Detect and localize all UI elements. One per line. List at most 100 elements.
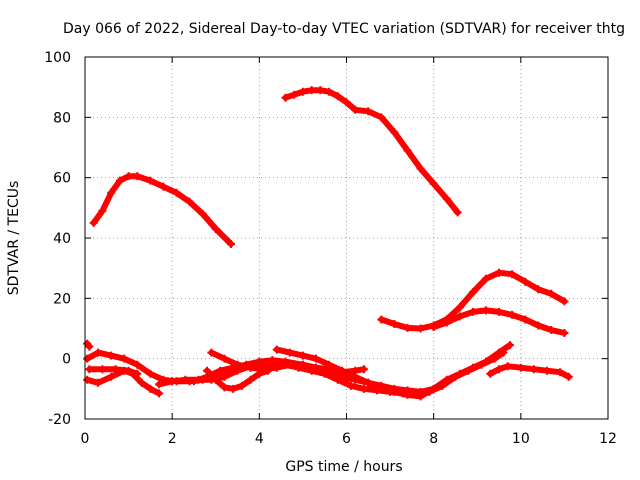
data-point-marker — [455, 312, 464, 321]
data-point-marker — [468, 307, 477, 316]
data-point-marker — [159, 182, 168, 191]
x-tick-label: 8 — [429, 431, 438, 447]
x-tick-label: 6 — [342, 431, 351, 447]
data-point-marker — [495, 307, 504, 316]
data-point-marker — [85, 342, 94, 351]
data-point-marker — [211, 224, 220, 233]
data-point-marker — [556, 368, 565, 377]
data-point-marker — [542, 366, 551, 375]
data-point-marker — [89, 218, 98, 227]
y-tick-label: -20 — [48, 412, 71, 428]
data-point-marker — [227, 240, 236, 249]
data-point-marker — [390, 319, 399, 328]
series-arc-1 — [89, 172, 236, 249]
x-axis-label: GPS time / hours — [285, 459, 402, 475]
data-point-marker — [189, 377, 198, 386]
y-tick-label: 100 — [44, 50, 71, 66]
data-point-marker — [246, 375, 255, 384]
data-point-marker — [203, 366, 212, 375]
data-point-marker — [534, 321, 543, 330]
data-point-marker — [429, 179, 438, 188]
data-point-marker — [486, 369, 495, 378]
data-point-marker — [468, 288, 477, 297]
data-point-marker — [220, 354, 229, 363]
data-point-marker — [120, 354, 129, 363]
data-point-marker — [429, 322, 438, 331]
data-point-marker — [220, 383, 229, 392]
data-point-marker — [290, 90, 299, 99]
data-point-marker — [521, 315, 530, 324]
data-point-marker — [534, 285, 543, 294]
grid-lines — [85, 57, 608, 419]
data-point-marker — [229, 384, 238, 393]
data-point-marker — [508, 270, 517, 279]
data-point-marker — [198, 209, 207, 218]
data-point-marker — [172, 188, 181, 197]
data-point-marker — [255, 357, 264, 366]
data-point-marker — [107, 372, 116, 381]
data-point-marker — [272, 345, 281, 354]
data-point-marker — [373, 386, 382, 395]
data-point-marker — [490, 354, 499, 363]
data-point-marker — [255, 369, 264, 378]
y-tick-label: 20 — [53, 291, 71, 307]
data-point-marker — [425, 387, 434, 396]
data-point-marker — [233, 360, 242, 369]
data-point-marker — [272, 363, 281, 372]
y-tick-label: 40 — [53, 231, 71, 247]
data-point-marker — [133, 360, 142, 369]
series-layer — [83, 86, 573, 401]
data-point-marker — [508, 310, 517, 319]
data-point-marker — [351, 105, 360, 114]
series-arc-12 — [203, 366, 273, 393]
data-point-marker — [359, 365, 368, 374]
data-point-marker — [464, 366, 473, 375]
data-point-marker — [416, 164, 425, 173]
data-point-marker — [499, 348, 508, 357]
data-point-marker — [98, 206, 107, 215]
data-point-marker — [503, 362, 512, 371]
data-point-marker — [481, 274, 490, 283]
x-tick-label: 0 — [81, 431, 90, 447]
data-point-marker — [268, 356, 277, 365]
data-point-marker — [547, 326, 556, 335]
data-point-marker — [325, 87, 334, 96]
chart-title: Day 066 of 2022, Sidereal Day-to-day VTE… — [63, 21, 625, 37]
data-point-marker — [338, 366, 347, 375]
data-point-marker — [124, 172, 133, 181]
data-point-marker — [529, 365, 538, 374]
series-arc-15 — [486, 362, 573, 381]
data-point-marker — [386, 387, 395, 396]
data-point-marker — [333, 92, 342, 101]
data-point-marker — [124, 366, 133, 375]
data-point-marker — [115, 176, 124, 185]
x-tick-label: 4 — [255, 431, 264, 447]
data-point-marker — [351, 372, 360, 381]
series-line — [204, 367, 272, 392]
data-point-marker — [521, 277, 530, 286]
data-point-marker — [416, 324, 425, 333]
data-point-marker — [412, 389, 421, 398]
series-arc-7 — [85, 365, 142, 378]
data-point-marker — [390, 128, 399, 137]
data-point-marker — [94, 378, 103, 387]
series-arc-4 — [429, 306, 569, 338]
data-point-marker — [547, 289, 556, 298]
data-point-marker — [155, 380, 164, 389]
plot-frame — [84, 56, 609, 420]
data-point-marker — [403, 146, 412, 155]
data-point-marker — [133, 172, 142, 181]
data-point-marker — [185, 197, 194, 206]
data-point-marker — [155, 389, 164, 398]
data-point-marker — [505, 341, 514, 350]
data-point-marker — [285, 348, 294, 357]
data-point-marker — [316, 86, 325, 95]
data-point-marker — [237, 381, 246, 390]
data-point-marker — [333, 375, 342, 384]
data-point-marker — [168, 377, 177, 386]
data-point-marker — [146, 176, 155, 185]
data-point-marker — [399, 389, 408, 398]
data-point-marker — [442, 318, 451, 327]
data-point-marker — [442, 194, 451, 203]
